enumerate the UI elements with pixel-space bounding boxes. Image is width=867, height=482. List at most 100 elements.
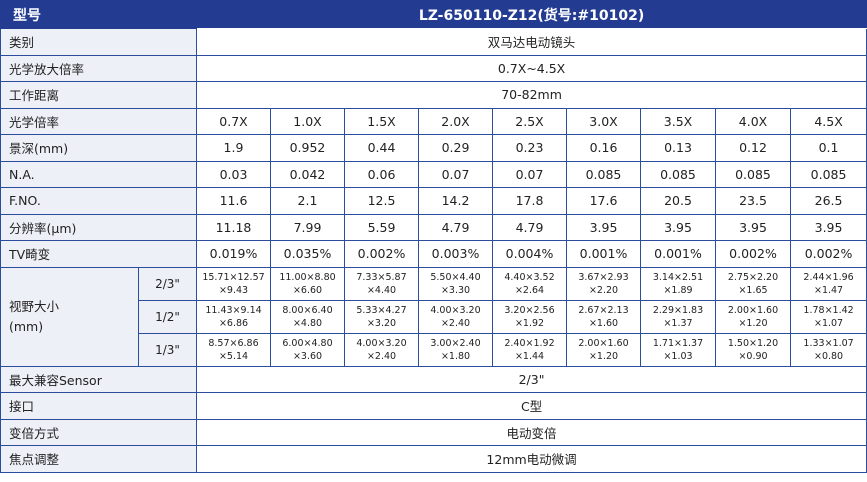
sensor-size-label: 2/3" xyxy=(138,266,197,301)
zoom-ratio-row: 光学放大倍率 0.7X~4.5X xyxy=(0,54,867,82)
na-label: N.A. xyxy=(0,160,197,188)
fov-cell: 15.71×12.57 ×9.43 xyxy=(196,266,271,301)
depth-of-field-cell: 1.9 xyxy=(196,134,271,162)
magnification-cell: 4.0X xyxy=(715,107,791,135)
fov-cell: 4.00×3.20 ×2.40 xyxy=(344,332,419,367)
resolution-cell: 4.79 xyxy=(418,213,493,241)
category-value: 双马达电动镜头 xyxy=(195,28,867,56)
fov-cell: 1.50×1.20 ×0.90 xyxy=(715,332,791,367)
na-row: N.A. 0.03 0.042 0.06 0.07 0.07 0.085 0.0… xyxy=(0,160,867,188)
resolution-cell: 3.95 xyxy=(566,213,641,241)
fov-cell: 2.44×1.96 ×1.47 xyxy=(789,266,867,301)
magnification-row: 光学倍率 0.7X 1.0X 1.5X 2.0X 2.5X 3.0X 3.5X … xyxy=(0,107,867,135)
fov-cell: 11.43×9.14 ×6.86 xyxy=(196,299,271,334)
depth-of-field-cell: 0.44 xyxy=(344,134,419,162)
fov-cell: 1.78×1.42 ×1.07 xyxy=(789,299,867,334)
focus-label: 焦点调整 xyxy=(0,445,197,473)
focus-row: 焦点调整 12mm电动微调 xyxy=(0,445,867,473)
fov-cell: 6.00×4.80 ×3.60 xyxy=(270,332,345,367)
fno-cell: 20.5 xyxy=(640,187,716,215)
fno-cell: 17.6 xyxy=(566,187,641,215)
working-distance-label: 工作距离 xyxy=(0,81,197,109)
resolution-cell: 3.95 xyxy=(640,213,716,241)
tv-distortion-cell: 0.001% xyxy=(566,240,641,268)
depth-of-field-cell: 0.13 xyxy=(640,134,716,162)
fov-cell: 8.57×6.86 ×5.14 xyxy=(196,332,271,367)
sensor-size-label: 1/2" xyxy=(138,299,197,334)
sensor-size-label: 1/3" xyxy=(138,332,197,367)
na-cell: 0.085 xyxy=(566,160,641,188)
category-label: 类别 xyxy=(0,28,197,56)
fov-row-1-2: 1/2" 11.43×9.14 ×6.86 8.00×6.40 ×4.80 5.33… xyxy=(1,299,867,334)
resolution-label: 分辨率(µm) xyxy=(0,213,197,241)
tv-distortion-label: TV畸变 xyxy=(0,240,197,268)
magnification-cell: 3.0X xyxy=(566,107,641,135)
max-sensor-row: 最大兼容Sensor 2/3" xyxy=(0,365,867,393)
depth-of-field-cell: 0.1 xyxy=(789,134,867,162)
fov-cell: 2.40×1.92 ×1.44 xyxy=(492,332,567,367)
tv-distortion-cell: 0.019% xyxy=(196,240,271,268)
fov-cell: 2.00×1.60 ×1.20 xyxy=(715,299,791,334)
resolution-cell: 3.95 xyxy=(789,213,867,241)
fno-cell: 12.5 xyxy=(344,187,419,215)
working-distance-row: 工作距离 70-82mm xyxy=(0,81,867,109)
fno-cell: 26.5 xyxy=(789,187,867,215)
na-cell: 0.07 xyxy=(418,160,493,188)
magnification-cell: 4.5X xyxy=(789,107,867,135)
fov-label: 视野大小 (mm) xyxy=(0,266,139,367)
mount-label: 接口 xyxy=(0,392,197,420)
fov-cell: 4.40×3.52 ×2.64 xyxy=(492,266,567,301)
fov-cell: 11.00×8.80 ×6.60 xyxy=(270,266,345,301)
fov-cell: 4.00×3.20 ×2.40 xyxy=(418,299,493,334)
tv-distortion-cell: 0.004% xyxy=(492,240,567,268)
max-sensor-label: 最大兼容Sensor xyxy=(0,365,197,393)
zoom-method-label: 变倍方式 xyxy=(0,418,197,446)
depth-of-field-cell: 0.12 xyxy=(715,134,791,162)
tv-distortion-cell: 0.002% xyxy=(344,240,419,268)
tv-distortion-cell: 0.003% xyxy=(418,240,493,268)
na-cell: 0.085 xyxy=(789,160,867,188)
zoom-method-row: 变倍方式 电动变倍 xyxy=(0,418,867,446)
magnification-cell: 2.0X xyxy=(418,107,493,135)
fov-cell: 3.14×2.51 ×1.89 xyxy=(640,266,716,301)
focus-value: 12mm电动微调 xyxy=(195,445,867,473)
depth-of-field-cell: 0.16 xyxy=(566,134,641,162)
depth-of-field-cell: 0.29 xyxy=(418,134,493,162)
magnification-cell: 1.5X xyxy=(344,107,419,135)
resolution-cell: 11.18 xyxy=(196,213,271,241)
fov-cell: 1.71×1.37 ×1.03 xyxy=(640,332,716,367)
na-cell: 0.07 xyxy=(492,160,567,188)
fno-cell: 23.5 xyxy=(715,187,791,215)
zoom-method-value: 电动变倍 xyxy=(195,418,867,446)
depth-of-field-cell: 0.23 xyxy=(492,134,567,162)
fov-cell: 3.67×2.93 ×2.20 xyxy=(566,266,641,301)
na-cell: 0.042 xyxy=(270,160,345,188)
fov-cell: 2.29×1.83 ×1.37 xyxy=(640,299,716,334)
fov-row-2-3: 视野大小 (mm) 2/3" 15.71×12.57 ×9.43 11.00×8.… xyxy=(0,266,867,367)
magnification-cell: 2.5X xyxy=(492,107,567,135)
magnification-label: 光学倍率 xyxy=(0,107,197,135)
fov-cell: 5.33×4.27 ×3.20 xyxy=(344,299,419,334)
fov-cell: 2.67×2.13 ×1.60 xyxy=(566,299,641,334)
resolution-cell: 7.99 xyxy=(270,213,345,241)
tv-distortion-cell: 0.001% xyxy=(640,240,716,268)
max-sensor-value: 2/3" xyxy=(195,365,867,393)
fno-cell: 11.6 xyxy=(196,187,271,215)
zoom-ratio-value: 0.7X~4.5X xyxy=(195,54,867,82)
fov-cell: 2.00×1.60 ×1.20 xyxy=(566,332,641,367)
category-row: 类别 双马达电动镜头 xyxy=(0,28,867,56)
depth-of-field-label: 景深(mm) xyxy=(0,134,197,162)
header-row: 型号 LZ-650110-Z12(货号:#10102) xyxy=(0,0,867,29)
fno-cell: 17.8 xyxy=(492,187,567,215)
fov-label-line1: 视野大小 xyxy=(9,298,60,314)
na-cell: 0.03 xyxy=(196,160,271,188)
magnification-cell: 0.7X xyxy=(196,107,271,135)
resolution-row: 分辨率(µm) 11.18 7.99 5.59 4.79 4.79 3.95 3… xyxy=(0,213,867,241)
fno-cell: 14.2 xyxy=(418,187,493,215)
mount-row: 接口 C型 xyxy=(0,392,867,420)
na-cell: 0.085 xyxy=(640,160,716,188)
na-cell: 0.085 xyxy=(715,160,791,188)
fov-cell: 3.20×2.56 ×1.92 xyxy=(492,299,567,334)
fov-cell: 7.33×5.87 ×4.40 xyxy=(344,266,419,301)
fov-cell: 2.75×2.20 ×1.65 xyxy=(715,266,791,301)
